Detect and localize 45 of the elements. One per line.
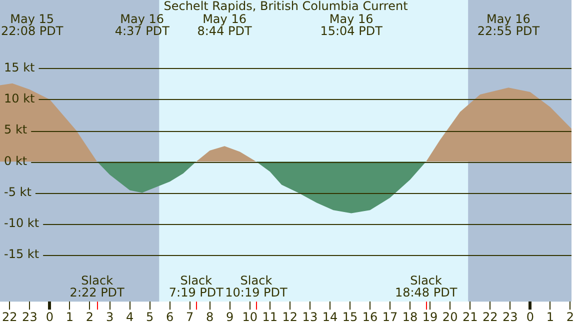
y-tick-label: -5 kt [4, 184, 32, 199]
x-tick-label: 21 [462, 310, 478, 324]
x-tick-label: 5 [146, 310, 154, 324]
x-tick-label: 2 [566, 310, 574, 324]
x-tick-label: 2 [86, 310, 94, 324]
chart-title: Sechelt Rapids, British Columbia Current [164, 0, 408, 14]
x-tick-label: 3 [106, 310, 114, 324]
x-tick-label: 23 [22, 310, 38, 324]
y-tick-label: 10 kt [4, 92, 36, 106]
x-tick-label: 22 [482, 310, 498, 324]
x-tick-label: 12 [282, 310, 298, 324]
y-tick-label: -15 kt [4, 247, 40, 262]
x-tick-label: 7 [186, 310, 194, 324]
x-tick-label: 6 [166, 310, 174, 324]
annotation: May 16 4:37 PDT [114, 12, 170, 38]
x-tick-label: 8 [206, 310, 214, 324]
x-tick-label: 14 [322, 310, 338, 324]
x-tick-label: 22 [2, 310, 18, 324]
x-tick-label: 9 [226, 310, 234, 324]
x-tick-label: 13 [302, 310, 318, 324]
x-tick-label: 1 [66, 310, 74, 324]
x-tick-label: 18 [402, 310, 418, 324]
annotation: Slack 2:22 PDT [70, 274, 126, 300]
x-tick-label: 0 [526, 310, 534, 324]
x-tick-label: 19 [422, 310, 438, 324]
x-tick-label: 23 [502, 310, 518, 324]
x-tick-label: 16 [362, 310, 378, 324]
annotation: May 15 22:08 PDT [1, 12, 64, 38]
x-tick-label: 20 [442, 310, 458, 324]
annotation: May 16 15:04 PDT [320, 12, 384, 38]
x-tick-label: 17 [382, 310, 398, 324]
x-tick-label: 1 [546, 310, 554, 324]
x-tick-label: 10 [242, 310, 258, 324]
annotation: May 16 8:44 PDT [197, 12, 252, 38]
x-tick-label: 11 [262, 310, 278, 324]
annotation: Slack 10:19 PDT [225, 274, 288, 300]
y-tick-label: 15 kt [4, 60, 36, 75]
x-tick-label: 0 [46, 310, 54, 324]
y-tick-label: 5 kt [4, 122, 28, 137]
x-tick-label: 4 [126, 310, 134, 324]
annotation: Slack 18:48 PDT [394, 274, 458, 300]
annotation: May 16 22:55 PDT [477, 12, 540, 38]
x-tick-label: 15 [342, 310, 358, 324]
annotation: Slack 7:19 PDT [168, 274, 224, 300]
y-tick-label: -10 kt [4, 216, 40, 230]
